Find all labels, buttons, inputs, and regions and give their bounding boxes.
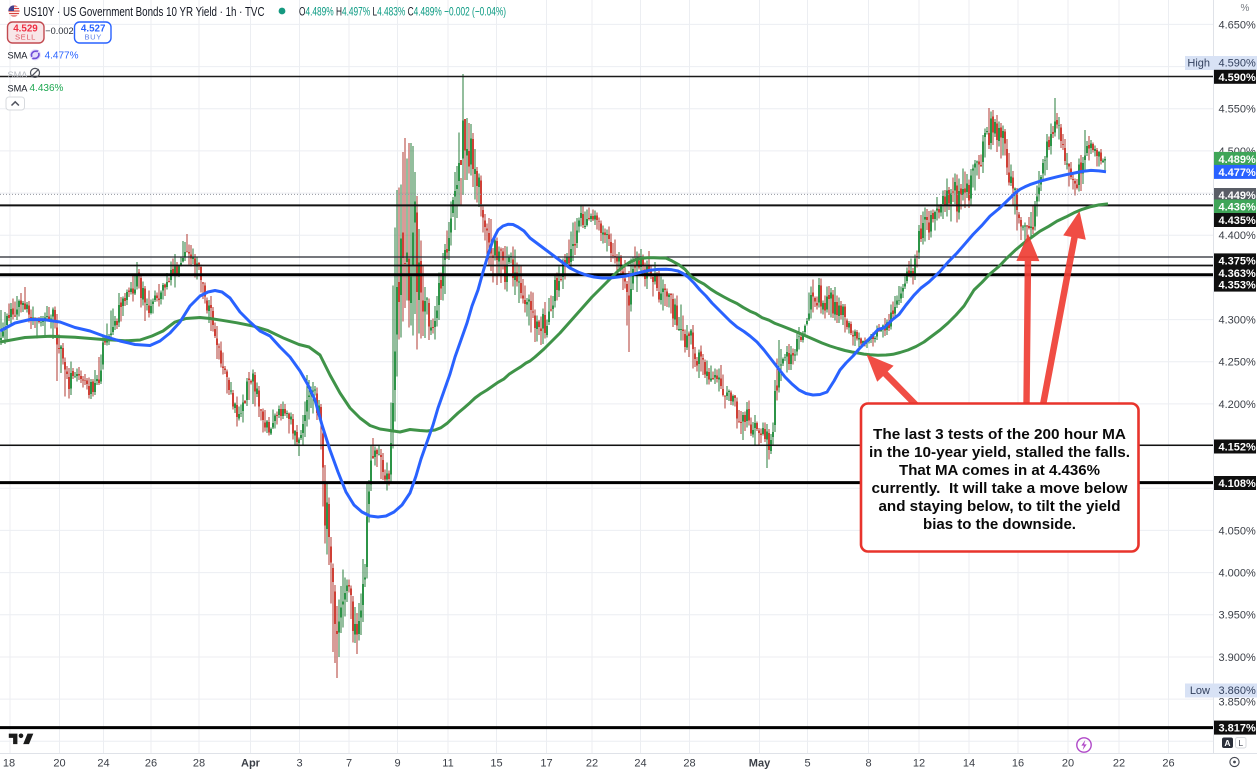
svg-text:20: 20 — [53, 758, 65, 770]
svg-text:bias to the downside.: bias to the downside. — [923, 517, 1076, 533]
svg-text:US10Y · US Government Bonds 10: US10Y · US Government Bonds 10 YR Yield … — [24, 4, 265, 19]
svg-text:−0.002: −0.002 — [45, 26, 73, 36]
svg-text:11: 11 — [442, 758, 453, 770]
svg-text:That MA comes in at 4.436%: That MA comes in at 4.436% — [899, 463, 1100, 479]
svg-text:24: 24 — [97, 758, 109, 770]
svg-text:18: 18 — [3, 758, 15, 770]
svg-text:4.000%: 4.000% — [1219, 568, 1257, 580]
svg-text:May: May — [749, 758, 771, 770]
svg-text:The last 3 tests of the 200 ho: The last 3 tests of the 200 hour MA — [873, 427, 1127, 443]
svg-text:3.950%: 3.950% — [1219, 610, 1257, 622]
svg-text:SMA: SMA — [8, 51, 29, 61]
svg-text:currently. It will take a mov: currently. It will take a move below — [872, 481, 1129, 497]
svg-text:24: 24 — [634, 758, 646, 770]
svg-text:4.152%: 4.152% — [1219, 442, 1257, 454]
svg-text:3: 3 — [296, 758, 302, 770]
svg-text:17: 17 — [540, 758, 552, 770]
svg-text:and staying below, to tilt the: and staying below, to tilt the yield — [879, 499, 1121, 515]
svg-text:4.375%: 4.375% — [1219, 255, 1257, 267]
svg-text:22: 22 — [586, 758, 598, 770]
svg-text:SMA: SMA — [8, 70, 29, 80]
svg-text:4.050%: 4.050% — [1219, 525, 1257, 537]
svg-text:Low: Low — [1190, 685, 1210, 697]
svg-text:14: 14 — [963, 758, 975, 770]
svg-text:A: A — [1224, 738, 1230, 748]
svg-text:8: 8 — [865, 758, 871, 770]
svg-text:9: 9 — [394, 758, 400, 770]
svg-text:4.529: 4.529 — [13, 23, 38, 34]
svg-text:26: 26 — [145, 758, 157, 770]
svg-text:4.435%: 4.435% — [1219, 215, 1257, 227]
svg-text:3.860%: 3.860% — [1219, 685, 1257, 697]
svg-text:28: 28 — [193, 758, 205, 770]
svg-text:O4.489% H4.497% L4.483% C4.489: O4.489% H4.497% L4.483% C4.489% −0.002 (… — [299, 5, 506, 19]
svg-text:SELL: SELL — [15, 33, 36, 42]
svg-text:4.477%: 4.477% — [1219, 167, 1257, 179]
svg-text:in the 10-year yield, stalled: in the 10-year yield, stalled the falls. — [869, 445, 1130, 461]
svg-text:4.200%: 4.200% — [1219, 399, 1257, 411]
svg-text:%: % — [1241, 3, 1250, 14]
svg-text:4.436%: 4.436% — [30, 83, 64, 94]
svg-text:4.400%: 4.400% — [1219, 230, 1257, 242]
svg-text:4.550%: 4.550% — [1219, 104, 1257, 116]
svg-text:4.250%: 4.250% — [1219, 357, 1257, 369]
svg-text:26: 26 — [1162, 758, 1174, 770]
svg-text:4.590%: 4.590% — [1219, 72, 1257, 84]
svg-text:3.817%: 3.817% — [1219, 723, 1257, 735]
svg-text:L: L — [1238, 738, 1243, 748]
svg-text:SMA: SMA — [8, 83, 29, 93]
svg-text:4.590%: 4.590% — [1219, 58, 1257, 70]
svg-text:12: 12 — [913, 758, 925, 770]
svg-text:Apr: Apr — [241, 758, 261, 770]
svg-text:20: 20 — [1062, 758, 1074, 770]
svg-text:4.527: 4.527 — [81, 23, 106, 34]
svg-text:4.436%: 4.436% — [1219, 202, 1257, 214]
svg-text:4.449%: 4.449% — [1219, 190, 1257, 202]
svg-text:7: 7 — [346, 758, 352, 770]
svg-text:4.108%: 4.108% — [1219, 478, 1257, 490]
svg-text:4.489%: 4.489% — [1219, 154, 1257, 166]
svg-text:4.650%: 4.650% — [1219, 19, 1257, 31]
svg-text:22: 22 — [1113, 758, 1125, 770]
svg-text:3.850%: 3.850% — [1219, 697, 1257, 709]
svg-text:4.353%: 4.353% — [1219, 280, 1257, 292]
svg-text:28: 28 — [683, 758, 695, 770]
svg-text:5: 5 — [804, 758, 810, 770]
svg-text:4.363%: 4.363% — [1219, 268, 1257, 280]
svg-text:BUY: BUY — [84, 33, 101, 42]
svg-text:4.300%: 4.300% — [1219, 315, 1257, 327]
svg-text:High: High — [1187, 58, 1210, 70]
svg-text:15: 15 — [490, 758, 502, 770]
svg-text:16: 16 — [1012, 758, 1024, 770]
svg-text:3.900%: 3.900% — [1219, 652, 1257, 664]
svg-text:4.477%: 4.477% — [45, 50, 79, 61]
